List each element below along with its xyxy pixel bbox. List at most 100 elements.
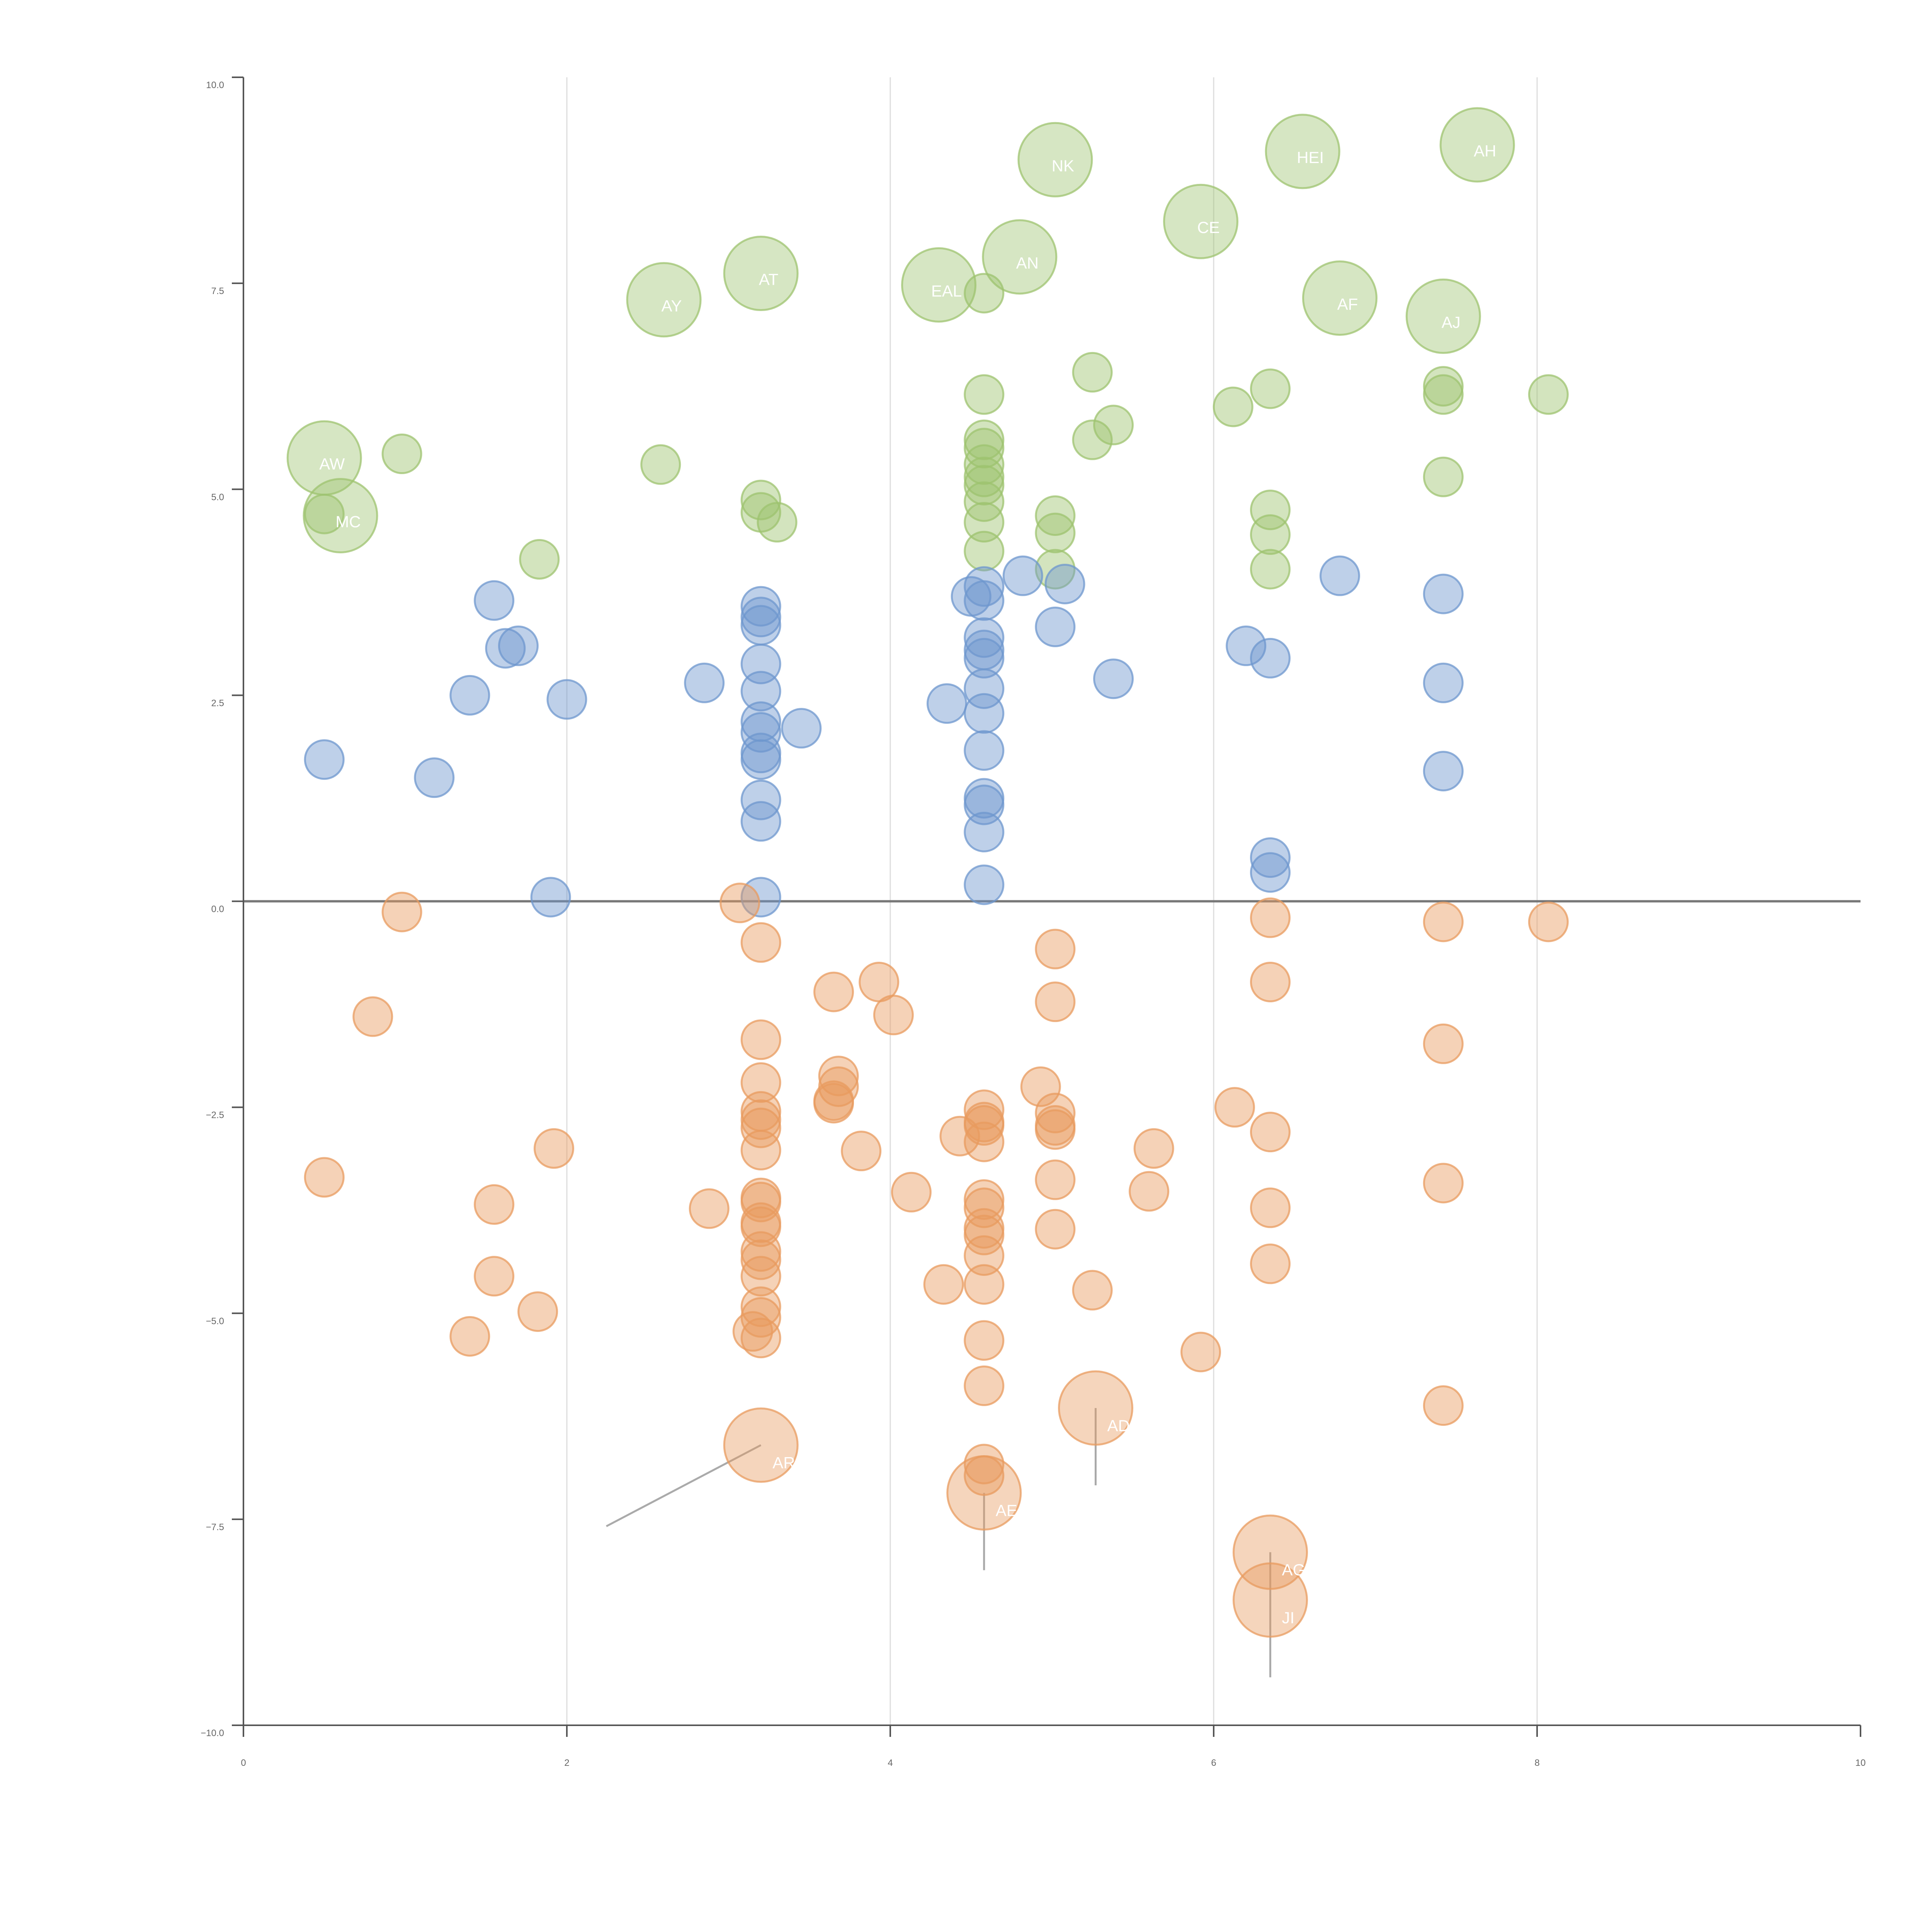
point-label: AN: [1016, 254, 1039, 272]
data-point: [818, 1066, 859, 1107]
data-point: [1035, 512, 1076, 553]
data-point: [474, 580, 515, 621]
data-point: [841, 1131, 882, 1172]
data-point: [1423, 1163, 1464, 1204]
point-label: AR: [772, 1454, 795, 1472]
data-point: [939, 1116, 980, 1156]
data-point: [640, 444, 681, 485]
data-point: [740, 671, 781, 712]
data-point: [964, 693, 1005, 734]
point-label: AT: [759, 270, 779, 289]
data-point: [740, 1318, 781, 1359]
leader-line: [1196, 198, 1208, 214]
leader-line: [1298, 128, 1309, 144]
data-point-large: [723, 236, 799, 311]
data-point: [740, 1231, 781, 1272]
data-point: [1423, 662, 1464, 703]
data-point: [689, 1188, 730, 1229]
data-point-large: [901, 247, 977, 323]
data-point-large: [626, 262, 702, 338]
data-point: [381, 434, 422, 474]
data-point: [1528, 374, 1569, 415]
data-point: [740, 480, 781, 520]
data-point: [740, 1130, 781, 1171]
leader-line: [659, 276, 670, 293]
point-label: AE: [996, 1502, 1017, 1520]
data-point: [1423, 751, 1464, 792]
data-point: [964, 730, 1005, 771]
data-point-large: [946, 1455, 1022, 1531]
data-point: [926, 683, 967, 724]
data-point: [474, 1184, 515, 1225]
x-tick-label: 4: [888, 1758, 893, 1768]
data-point: [964, 456, 1005, 497]
data-point: [964, 502, 1005, 543]
leader-line: [1015, 233, 1026, 250]
data-point: [498, 625, 539, 666]
data-point: [732, 1311, 773, 1352]
data-point: [449, 675, 490, 716]
data-point: [740, 801, 781, 842]
data-point: [304, 1157, 345, 1198]
data-point: [414, 757, 455, 798]
data-point: [964, 419, 1005, 460]
leader-line: [1473, 121, 1484, 138]
data-point: [740, 605, 781, 646]
data-point-large: [1163, 184, 1239, 259]
leader-line: [1051, 136, 1062, 153]
data-point: [381, 891, 422, 932]
data-point: [1423, 1023, 1464, 1064]
data-point: [1093, 405, 1134, 446]
data-point: [1250, 1243, 1291, 1284]
leader-line: [1335, 274, 1347, 291]
data-point-large: [1232, 1562, 1308, 1638]
data-point: [1044, 563, 1085, 604]
y-tick-label: 0.0: [211, 904, 224, 915]
data-point: [1250, 961, 1291, 1002]
point-label: AG: [1282, 1561, 1305, 1579]
y-tick-label: 7.5: [211, 286, 224, 296]
x-tick-label: 0: [241, 1758, 246, 1768]
data-point: [534, 1128, 575, 1169]
x-tick-label: 8: [1534, 1758, 1539, 1768]
y-tick-label: 5.0: [211, 492, 224, 502]
data-point: [1319, 555, 1360, 596]
data-point: [1035, 929, 1076, 969]
point-label: HEI: [1297, 148, 1324, 167]
data-point: [1250, 1187, 1291, 1228]
data-point: [740, 1297, 781, 1338]
data-point: [964, 465, 1005, 506]
data-point: [1133, 1128, 1174, 1169]
data-point-large: [982, 219, 1058, 295]
data-point: [1213, 386, 1253, 427]
data-point-large: [303, 478, 378, 553]
data-point: [740, 1206, 781, 1247]
data-point-large: [1232, 1514, 1308, 1590]
data-point: [684, 662, 725, 703]
y-tick-label: 10.0: [206, 80, 224, 90]
data-point: [1035, 981, 1076, 1022]
data-point: [530, 877, 571, 918]
x-tick-label: 10: [1855, 1758, 1866, 1768]
data-point: [474, 1256, 515, 1297]
data-point: [1423, 456, 1464, 497]
data-point: [891, 1172, 932, 1213]
data-point: [1072, 1270, 1113, 1311]
data-point: [964, 1444, 1005, 1485]
data-point: [1250, 368, 1291, 409]
data-point: [740, 739, 781, 780]
data-point-large: [1302, 260, 1378, 336]
data-point: [740, 1239, 781, 1280]
data-point: [964, 531, 1005, 571]
data-point: [1250, 837, 1291, 878]
data-point: [740, 1099, 781, 1140]
data-point: [1002, 555, 1043, 596]
leader-line: [320, 434, 331, 451]
data-point: [781, 708, 822, 749]
data-point: [873, 995, 914, 1036]
data-point: [964, 668, 1005, 709]
data-point: [964, 864, 1005, 905]
data-point: [740, 1182, 781, 1223]
point-label: AH: [1474, 142, 1496, 160]
